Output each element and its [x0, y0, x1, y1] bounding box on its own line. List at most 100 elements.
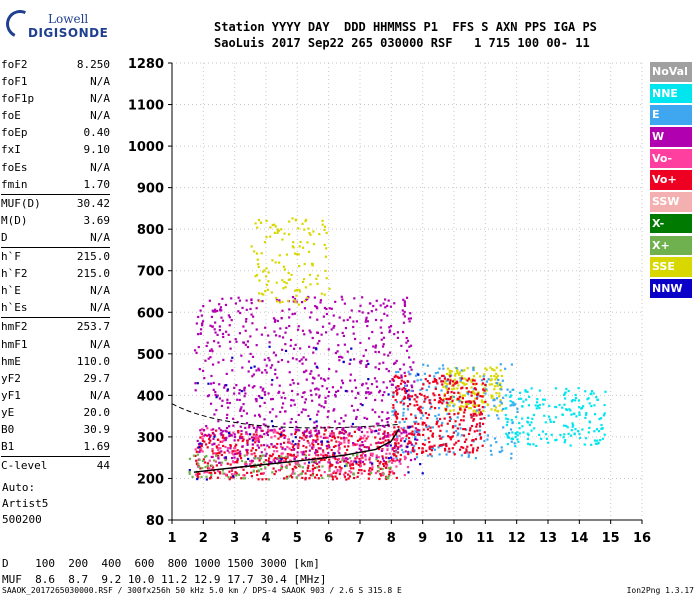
echo-point-voplus	[483, 389, 486, 392]
echo-point-xplus	[224, 458, 227, 462]
echo-point-xplus	[257, 470, 261, 473]
echo-point-voplus	[198, 450, 201, 454]
echo-point-w	[365, 391, 368, 394]
echo-point-w	[316, 331, 319, 334]
echo-point-voplus	[445, 401, 448, 404]
echo-point-e	[436, 371, 440, 374]
echo-point-vominus	[331, 433, 335, 436]
echo-point-voplus	[443, 447, 447, 450]
echo-point-voplus	[442, 374, 445, 377]
echo-point-w	[212, 310, 215, 313]
echo-point-voplus	[286, 452, 289, 456]
echo-point-sse	[465, 402, 468, 405]
echo-point-e	[472, 387, 476, 390]
echo-point-xplus	[341, 459, 344, 462]
echo-point-e	[438, 367, 441, 370]
echo-point-voplus	[358, 468, 361, 472]
echo-point-sse	[456, 369, 459, 373]
echo-point-voplus	[279, 461, 282, 464]
echo-point-w	[269, 411, 272, 414]
echo-point-nne	[521, 417, 524, 420]
echo-point-voplus	[311, 442, 314, 445]
echo-point-voplus	[215, 452, 218, 455]
echo-point-vominus	[247, 426, 251, 429]
echo-point-voplus	[383, 430, 386, 433]
echo-point-nne	[577, 430, 580, 433]
echo-point-nne	[544, 433, 548, 436]
echo-point-sse	[295, 294, 298, 297]
echo-point-nnw	[314, 347, 318, 350]
echo-point-voplus	[394, 420, 397, 423]
echo-point-voplus	[332, 432, 335, 435]
echo-point-e	[426, 364, 429, 367]
echo-point-w	[370, 391, 373, 394]
echo-point-w	[252, 426, 256, 430]
echo-point-w	[309, 372, 312, 375]
echo-point-w	[214, 331, 217, 334]
echo-point-w	[316, 432, 319, 435]
echo-point-voplus	[476, 393, 479, 396]
echo-point-voplus	[375, 442, 378, 445]
echo-point-w	[213, 310, 217, 313]
echo-point-sse	[267, 280, 270, 283]
echo-point-voplus	[274, 456, 277, 460]
echo-point-w	[308, 329, 311, 332]
echo-point-nne	[554, 416, 557, 419]
echo-point-vominus	[250, 461, 253, 464]
echo-point-vominus	[387, 433, 390, 437]
legend-item-e: E	[650, 105, 692, 125]
echo-point-voplus	[312, 468, 315, 471]
echo-point-w	[245, 299, 248, 302]
echo-point-voplus	[448, 416, 452, 419]
echo-point-voplus	[350, 435, 353, 438]
echo-point-w	[262, 444, 266, 447]
param-name: yE	[1, 405, 15, 419]
echo-point-sse	[455, 398, 459, 402]
echo-point-w	[230, 359, 233, 362]
echo-point-vominus	[246, 433, 249, 436]
echo-point-voplus	[237, 429, 240, 433]
echo-point-vominus	[348, 462, 351, 465]
echo-point-sse	[283, 268, 286, 271]
echo-point-w	[359, 460, 362, 463]
echo-point-voplus	[379, 467, 382, 470]
echo-point-voplus	[246, 471, 249, 475]
echo-point-w	[263, 391, 266, 394]
echo-point-nne	[514, 445, 517, 448]
echo-point-w	[409, 441, 412, 445]
echo-point-voplus	[449, 438, 452, 441]
echo-point-w	[305, 435, 308, 438]
echo-point-vominus	[280, 464, 283, 467]
echo-point-voplus	[473, 400, 476, 403]
echo-point-voplus	[438, 396, 442, 400]
echo-point-w	[417, 433, 420, 436]
echo-point-w	[383, 353, 386, 356]
echo-point-w	[250, 299, 253, 302]
echo-point-voplus	[315, 450, 318, 454]
echo-point-sse	[273, 231, 276, 234]
x-tick-label: 4	[261, 531, 270, 546]
echo-point-e	[402, 407, 405, 411]
echo-point-w	[301, 453, 304, 456]
echo-point-sse	[494, 381, 498, 385]
echo-point-voplus	[199, 448, 202, 451]
echo-point-e	[397, 370, 400, 374]
echo-point-w	[318, 461, 321, 464]
echo-point-w	[210, 315, 214, 319]
echo-point-sse	[306, 296, 309, 299]
echo-point-w	[220, 433, 223, 436]
echo-point-xplus	[280, 455, 283, 458]
echo-point-sse	[484, 367, 487, 370]
echo-point-w	[402, 363, 405, 366]
echo-point-voplus	[396, 388, 399, 391]
x-tick-label: 8	[387, 531, 396, 546]
echo-point-e	[457, 432, 460, 435]
echo-point-w	[311, 460, 314, 463]
echo-point-voplus	[421, 447, 424, 450]
echo-point-sse	[490, 396, 493, 399]
echo-point-sse	[311, 264, 314, 267]
echo-point-w	[288, 324, 291, 328]
echo-point-w	[234, 302, 238, 305]
echo-point-sse	[324, 255, 327, 258]
echo-point-voplus	[423, 443, 426, 446]
